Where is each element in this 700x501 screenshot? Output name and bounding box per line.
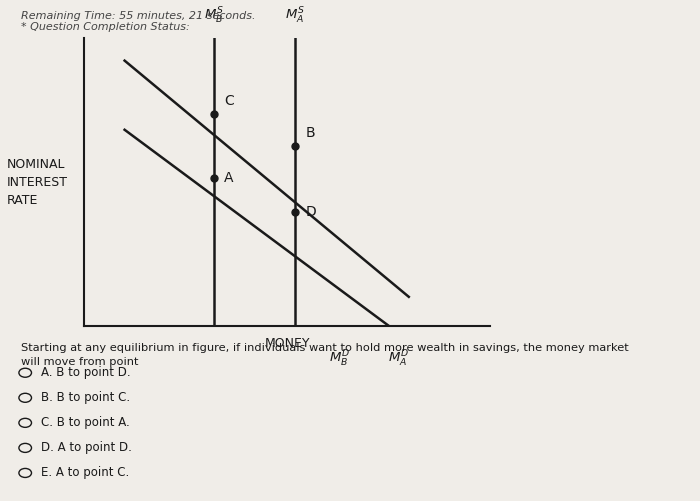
Text: D. A to point D.: D. A to point D.: [41, 441, 132, 454]
Text: C. B to point A.: C. B to point A.: [41, 416, 130, 429]
Text: E. A to point C.: E. A to point C.: [41, 466, 129, 479]
Text: NOMINAL
INTEREST
RATE: NOMINAL INTEREST RATE: [7, 158, 68, 207]
Text: Starting at any equilibrium in figure, if individuals want to hold more wealth i: Starting at any equilibrium in figure, i…: [21, 343, 629, 367]
Text: MONEY: MONEY: [265, 337, 309, 350]
Text: A: A: [224, 171, 234, 185]
Text: D: D: [305, 205, 316, 219]
Text: $M^D_A$: $M^D_A$: [389, 349, 409, 369]
Text: * Question Completion Status:: * Question Completion Status:: [21, 22, 190, 32]
Text: $M^D_B$: $M^D_B$: [329, 349, 350, 369]
Text: $M^S_B$: $M^S_B$: [204, 6, 224, 26]
Text: $M^S_A$: $M^S_A$: [285, 6, 305, 26]
Text: Remaining Time: 55 minutes, 21 seconds.: Remaining Time: 55 minutes, 21 seconds.: [21, 11, 255, 21]
Text: C: C: [224, 94, 234, 108]
Text: A. B to point D.: A. B to point D.: [41, 366, 130, 379]
Text: B: B: [305, 126, 315, 140]
Text: B. B to point C.: B. B to point C.: [41, 391, 130, 404]
